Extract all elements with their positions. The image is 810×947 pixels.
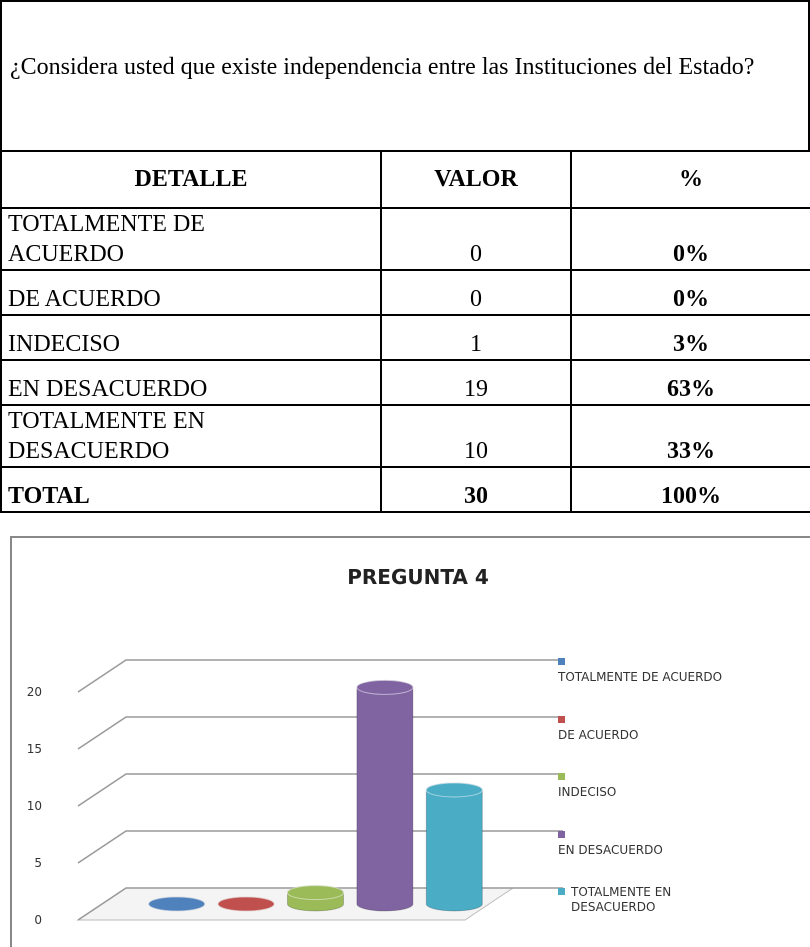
y-tick-label: 15: [27, 742, 42, 756]
legend-label: TOTALMENTE DE ACUERDO: [558, 670, 723, 684]
grid-line: [77, 773, 563, 807]
header-row: DETALLE VALOR %: [0, 150, 810, 209]
cell: EN DESACUERDO: [0, 359, 382, 406]
legend-swatch: [558, 888, 565, 895]
table: DETALLE VALOR % TOTALMENTE DE ACUERDO 0 0%…: [0, 150, 810, 513]
row: TOTALMENTE EN DESACUERDO 10 33%: [0, 404, 810, 468]
chart-frame: [10, 536, 810, 947]
bar-top: [356, 679, 414, 695]
legend-swatch: [558, 831, 565, 838]
grid-line: [77, 659, 563, 693]
legend-swatch: [558, 773, 565, 780]
cell: 0%: [570, 207, 810, 271]
chart-title: PREGUNTA 4: [347, 565, 489, 589]
cell: DE ACUERDO: [0, 269, 382, 316]
legend-item: TOTALMENTE DE ACUERDO: [558, 655, 808, 685]
label: EN DESACUERDO: [8, 376, 208, 402]
bar-top: [287, 885, 344, 901]
legend-label: EN DESACUERDO: [558, 843, 663, 857]
question: ¿Considera usted que existe independenci…: [0, 0, 810, 150]
cell: 33%: [570, 404, 810, 468]
cell: 19: [380, 359, 572, 406]
cell: 30: [380, 466, 572, 513]
bar-top: [217, 896, 275, 912]
cell: INDECISO: [0, 314, 382, 361]
bar: [356, 679, 414, 912]
cell: 0%: [570, 269, 810, 316]
y-tick-label: 5: [34, 856, 42, 870]
legend-item: EN DESACUERDO: [558, 828, 808, 858]
document: ¿Considera usted que existe independenci…: [0, 0, 810, 513]
cell: 63%: [570, 359, 810, 406]
cell: TOTAL: [0, 466, 382, 513]
legend-swatch: [558, 716, 565, 723]
legend-swatch: [558, 658, 565, 665]
cell: 100%: [570, 466, 810, 513]
legend-item: DE ACUERDO: [558, 713, 808, 743]
cell: TOTALMENTE DE ACUERDO: [0, 207, 382, 271]
label: DE ACUERDO: [8, 286, 161, 312]
cell: 0: [380, 207, 572, 271]
legend-label: INDECISO: [558, 785, 617, 799]
row: EN DESACUERDO 19 63%: [0, 359, 810, 406]
header-cell: VALOR: [380, 150, 572, 209]
bar-top: [425, 782, 483, 798]
header-cell: DETALLE: [0, 150, 382, 209]
label: TOTALMENTE EN DESACUERDO: [8, 408, 205, 464]
grid-line: [77, 716, 563, 750]
grid-line: [77, 887, 563, 921]
bar: [425, 782, 483, 912]
label: INDECISO: [8, 331, 120, 357]
cell: 0: [380, 269, 572, 316]
label: TOTALMENTE DE ACUERDO: [8, 211, 205, 267]
row: INDECISO 1 3%: [0, 314, 810, 361]
cell: 1: [380, 314, 572, 361]
y-tick-label: 20: [27, 685, 42, 699]
grid-line: [77, 830, 563, 864]
legend-label: TOTALMENTE EN DESACUERDO: [571, 885, 672, 914]
cell: 10: [380, 404, 572, 468]
y-tick-label: 10: [27, 799, 42, 813]
header-cell: %: [570, 150, 810, 209]
total-row: TOTAL 30 100%: [0, 466, 810, 513]
bar-top: [148, 896, 206, 912]
legend-item: TOTALMENTE EN DESACUERDO: [558, 885, 808, 915]
legend-item: INDECISO: [558, 770, 808, 800]
row: DE ACUERDO 0 0%: [0, 269, 810, 316]
legend-label: DE ACUERDO: [558, 728, 639, 742]
y-tick-label: 0: [34, 913, 42, 927]
cell: TOTALMENTE EN DESACUERDO: [0, 404, 382, 468]
row: TOTALMENTE DE ACUERDO 0 0%: [0, 207, 810, 271]
